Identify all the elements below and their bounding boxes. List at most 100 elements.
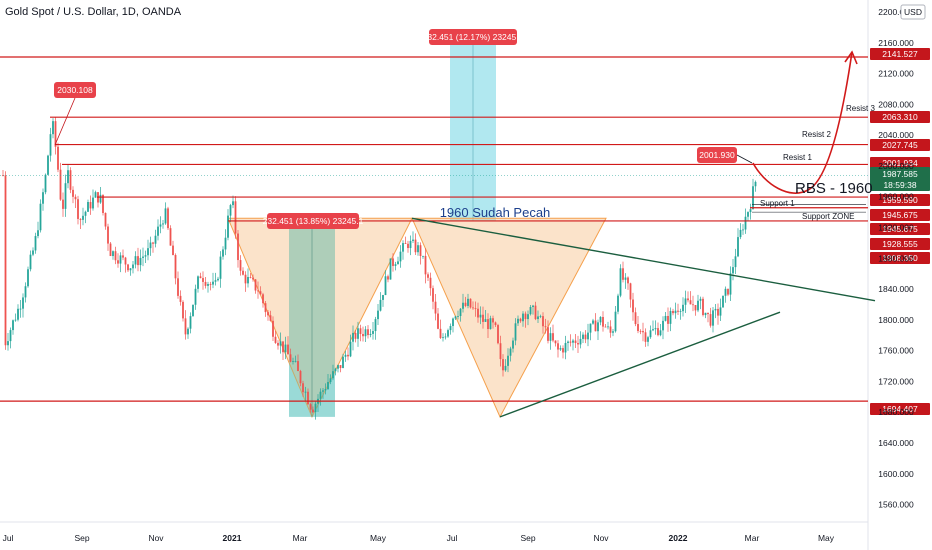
- candle-down: [562, 348, 564, 353]
- candle-up: [112, 251, 114, 257]
- candle-up: [442, 337, 444, 339]
- candle-up: [509, 348, 512, 356]
- candle-down: [74, 196, 77, 200]
- y-tick-label: 1560.000: [878, 500, 914, 510]
- candle-down: [177, 278, 179, 296]
- y-tick-label: 2080.000: [878, 99, 914, 109]
- price-level-tag: [870, 238, 930, 250]
- candle-up: [129, 268, 132, 271]
- candle-down: [492, 318, 494, 323]
- candle-down: [632, 299, 634, 313]
- candle-up: [119, 255, 122, 264]
- candle-up: [447, 330, 449, 337]
- price-level-tag: [870, 139, 930, 151]
- candle-down: [702, 298, 704, 316]
- candle-up: [462, 302, 464, 309]
- price-level-tag-text: 1945.675: [882, 210, 918, 220]
- candle-up: [719, 307, 722, 316]
- candle-down: [114, 251, 117, 261]
- candle-up: [724, 288, 727, 296]
- candle-up: [329, 378, 332, 383]
- rbs-annotation: RBS - 1960: [795, 180, 873, 197]
- candle-up: [197, 276, 199, 289]
- price-level-tag: [870, 223, 930, 235]
- candle-down: [494, 322, 497, 326]
- candle-up: [729, 273, 732, 295]
- current-label-pointer: [736, 154, 753, 164]
- candle-up: [684, 298, 687, 305]
- candle-up: [207, 284, 209, 286]
- projection-arrow-head: [844, 50, 858, 65]
- candle-up: [32, 250, 34, 255]
- y-tick-label: 2000.000: [878, 161, 914, 171]
- candle-up: [9, 330, 12, 342]
- x-tick-label: 2021: [223, 533, 242, 543]
- candle-up: [17, 308, 19, 320]
- candle-up: [159, 224, 162, 227]
- candle-up: [132, 264, 134, 269]
- candle-up: [364, 329, 367, 337]
- x-tick-label: Sep: [74, 533, 89, 543]
- resist-2-label: Resist 2: [802, 130, 831, 139]
- candle-up: [99, 194, 102, 203]
- candle-up: [517, 318, 519, 324]
- candle-up: [144, 255, 147, 257]
- candle-down: [242, 270, 244, 275]
- candle-up: [739, 229, 742, 238]
- candle-down: [167, 208, 169, 229]
- candle-up: [397, 261, 399, 265]
- last-price-text: 1987.585: [882, 169, 918, 179]
- candle-down: [672, 310, 674, 314]
- candle-down: [609, 326, 612, 333]
- candle-up: [599, 316, 602, 323]
- candle-up: [187, 328, 189, 335]
- candle-up: [682, 304, 684, 312]
- price-level-tag-text: 1959.590: [882, 195, 918, 205]
- x-tick-label: 2022: [669, 533, 688, 543]
- candle-down: [117, 260, 119, 264]
- candle-down: [692, 304, 694, 306]
- candle-up: [22, 297, 24, 309]
- candle-down: [199, 276, 202, 279]
- candle-down: [359, 328, 362, 334]
- candle-up: [607, 326, 609, 328]
- candle-up: [64, 183, 67, 209]
- candle-down: [547, 327, 549, 341]
- candle-up: [52, 121, 54, 135]
- candle-down: [347, 354, 349, 357]
- candle-down: [469, 298, 472, 308]
- currency-button[interactable]: [900, 4, 926, 20]
- candle-up: [369, 333, 372, 336]
- y-tick-label: 1640.000: [878, 438, 914, 448]
- x-tick-label: Mar: [293, 533, 308, 543]
- candle-down: [237, 233, 239, 261]
- candle-down: [627, 277, 629, 284]
- candle-down: [622, 268, 624, 280]
- y-tick-label: 1680.000: [878, 407, 914, 417]
- candle-down: [387, 276, 389, 280]
- x-tick-label: Nov: [148, 533, 164, 543]
- candle-down: [557, 343, 559, 350]
- x-tick-label: Sep: [520, 533, 535, 543]
- candle-up: [324, 389, 327, 391]
- support-zone-label: Support ZONE: [802, 212, 854, 221]
- candle-up: [394, 264, 397, 266]
- candle-up: [224, 237, 227, 250]
- candle-down: [62, 199, 64, 209]
- candle-up: [659, 330, 662, 336]
- candle-up: [42, 192, 44, 204]
- candle-up: [549, 333, 552, 341]
- candle-up: [344, 354, 347, 357]
- candle-down: [487, 319, 489, 330]
- candle-down: [482, 314, 484, 322]
- candle-down: [239, 260, 242, 271]
- candle-up: [164, 208, 167, 224]
- candle-up: [489, 318, 492, 330]
- candle-up: [382, 295, 384, 300]
- candle-up: [444, 336, 447, 338]
- candle-down: [499, 343, 502, 360]
- candle-up: [484, 319, 487, 322]
- resist-1-label: Resist 1: [783, 153, 812, 162]
- candle-up: [522, 313, 524, 322]
